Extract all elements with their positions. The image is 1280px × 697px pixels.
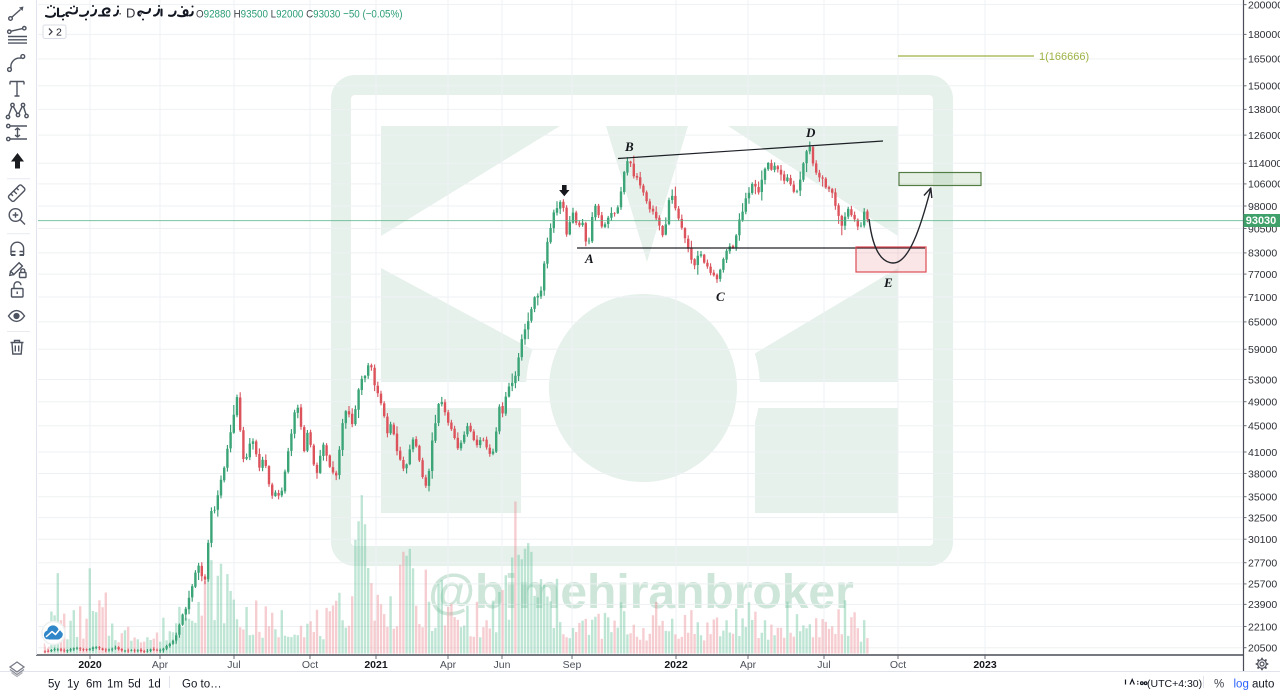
svg-text:83000: 83000 [1248, 248, 1277, 260]
svg-text:23900: 23900 [1248, 599, 1277, 611]
svg-text:22100: 22100 [1248, 621, 1277, 633]
svg-text:Jul: Jul [817, 659, 830, 671]
svg-text:106000: 106000 [1248, 179, 1280, 191]
svg-text:98000: 98000 [1248, 201, 1277, 213]
svg-text:Apr: Apr [740, 659, 757, 671]
svg-text:20500: 20500 [1248, 643, 1277, 655]
svg-text:200000: 200000 [1248, 0, 1280, 11]
svg-text:%: % [1214, 679, 1224, 691]
svg-text:E: E [883, 275, 893, 290]
svg-text:Apr: Apr [152, 659, 169, 671]
svg-text:1d: 1d [148, 679, 161, 691]
svg-text:38000: 38000 [1248, 468, 1277, 480]
svg-text:@bimehiranbroker: @bimehiranbroker [428, 566, 854, 619]
svg-text:150000: 150000 [1248, 81, 1280, 93]
svg-text:35000: 35000 [1248, 492, 1277, 504]
svg-text:25700: 25700 [1248, 579, 1277, 591]
svg-text:2021: 2021 [364, 659, 388, 671]
svg-text:71000: 71000 [1248, 292, 1277, 304]
svg-text:Apr: Apr [440, 659, 457, 671]
svg-text:114000: 114000 [1248, 158, 1280, 170]
svg-text:auto: auto [1252, 679, 1274, 691]
svg-text:5y: 5y [48, 679, 60, 691]
svg-text:59000: 59000 [1248, 344, 1277, 356]
svg-text:log: log [1234, 679, 1249, 691]
svg-text:126000: 126000 [1248, 130, 1280, 142]
svg-text:45000: 45000 [1248, 421, 1277, 433]
svg-text:Jun: Jun [494, 659, 511, 671]
svg-text:2: 2 [56, 27, 62, 39]
svg-text:Oct: Oct [302, 659, 318, 671]
svg-text:B: B [624, 139, 634, 154]
svg-text:53000: 53000 [1248, 374, 1277, 386]
svg-text:Oct: Oct [890, 659, 906, 671]
svg-text:32500: 32500 [1248, 512, 1277, 524]
svg-text:(UTC+4:30): (UTC+4:30) [1147, 678, 1202, 690]
svg-text:65000: 65000 [1248, 317, 1277, 329]
svg-text:Sep: Sep [563, 659, 582, 671]
svg-text:77000: 77000 [1248, 269, 1277, 281]
svg-text:2023: 2023 [973, 659, 997, 671]
svg-text:30100: 30100 [1248, 534, 1277, 546]
svg-text:6m: 6m [86, 679, 102, 691]
svg-text:A: A [584, 251, 594, 266]
svg-text:138000: 138000 [1248, 104, 1280, 116]
svg-text:165000: 165000 [1248, 54, 1280, 66]
svg-text:27700: 27700 [1248, 558, 1277, 570]
svg-text:49000: 49000 [1248, 397, 1277, 409]
svg-text:5d: 5d [128, 679, 141, 691]
svg-text:2020: 2020 [78, 659, 102, 671]
svg-text:Go to…: Go to… [182, 679, 222, 691]
svg-text:1(166666): 1(166666) [1039, 51, 1089, 63]
svg-text:180000: 180000 [1248, 29, 1280, 41]
svg-text:93030: 93030 [1246, 215, 1277, 227]
svg-text:1y: 1y [67, 679, 79, 691]
svg-text:2022: 2022 [664, 659, 688, 671]
svg-text:D: D [805, 125, 816, 140]
svg-text:41000: 41000 [1248, 447, 1277, 459]
svg-text:· D ·: · D · [118, 6, 143, 21]
svg-text:C: C [716, 289, 725, 304]
svg-text:Jul: Jul [227, 659, 240, 671]
svg-text:O92880 H93500 L92000 C93030 −5: O92880 H93500 L92000 C93030 −50 (−0.05%) [196, 8, 402, 21]
svg-text:1m: 1m [107, 679, 123, 691]
